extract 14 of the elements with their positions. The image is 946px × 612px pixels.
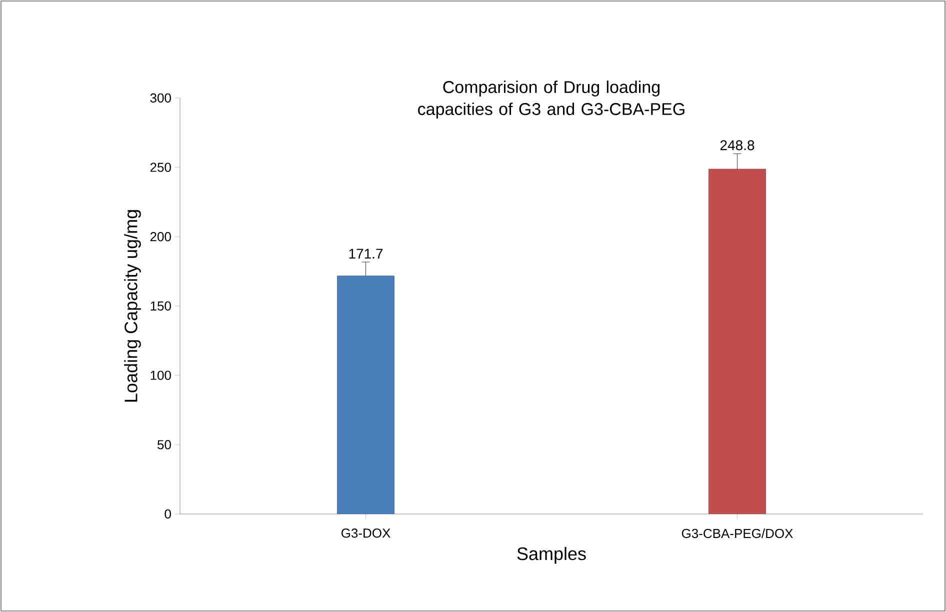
x-tick-label: G3-CBA-PEG/DOX <box>682 528 793 538</box>
y-tick-label: 250 <box>150 162 171 172</box>
y-tick-label: 0 <box>164 509 171 519</box>
x-tick-label: G3-DOX <box>341 528 390 538</box>
chart-title: Comparision of Drug loading capacities of G3 and G3-CBA-PEG <box>418 80 684 118</box>
data-label: 171.7 <box>349 248 383 258</box>
y-axis-title: Loading Capacity ug/mg <box>124 210 141 402</box>
y-tick-label: 100 <box>150 370 171 380</box>
y-tick-label: 300 <box>150 93 171 103</box>
y-tick-label: 200 <box>150 232 171 242</box>
y-tick-label: 50 <box>158 440 171 450</box>
data-label: 248.8 <box>720 140 754 150</box>
y-tick-label: 150 <box>150 301 171 311</box>
x-axis-title: Samples <box>517 546 586 564</box>
